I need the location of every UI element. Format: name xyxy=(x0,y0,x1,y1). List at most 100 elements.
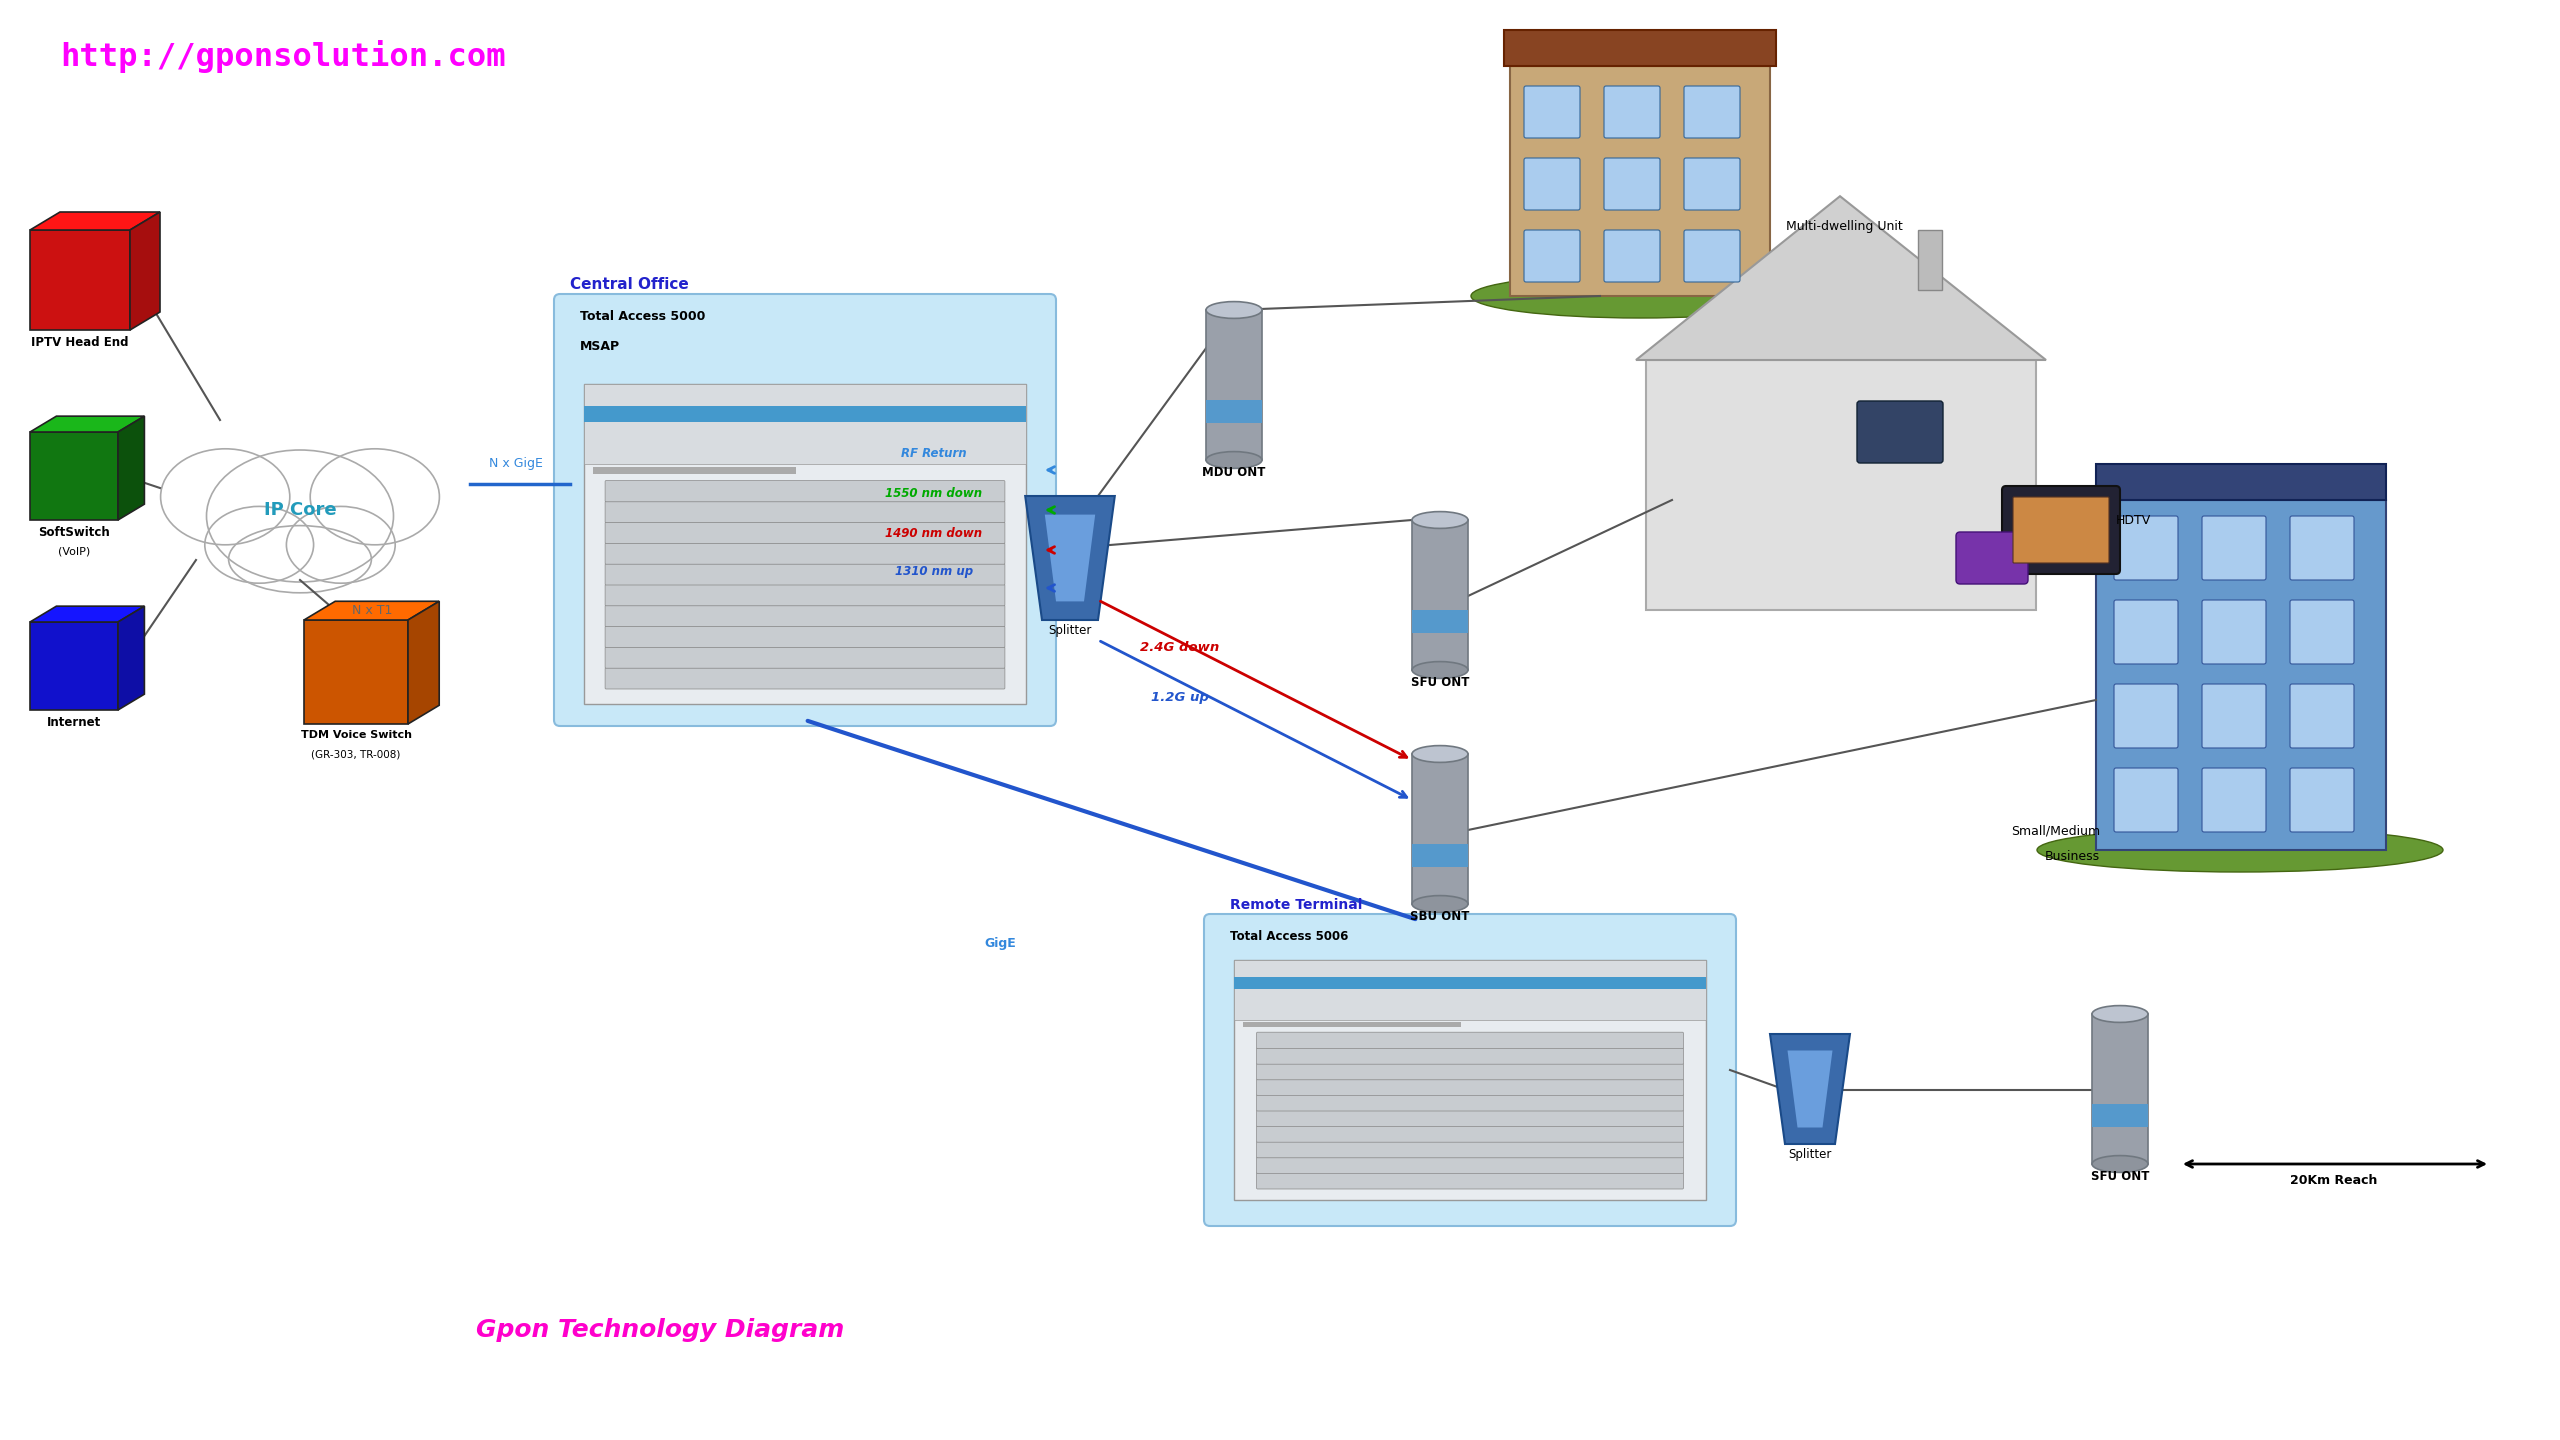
FancyBboxPatch shape xyxy=(1523,86,1580,138)
Text: HDTV: HDTV xyxy=(2117,514,2150,527)
Text: 2.4G down: 2.4G down xyxy=(1139,641,1219,654)
Polygon shape xyxy=(584,384,1027,704)
Polygon shape xyxy=(594,467,796,474)
Polygon shape xyxy=(118,606,143,710)
Text: Remote Terminal: Remote Terminal xyxy=(1229,899,1362,912)
FancyBboxPatch shape xyxy=(2115,600,2179,664)
FancyBboxPatch shape xyxy=(604,647,1006,668)
FancyBboxPatch shape xyxy=(1605,230,1659,282)
FancyBboxPatch shape xyxy=(2202,684,2266,747)
Text: Splitter: Splitter xyxy=(1789,1148,1833,1161)
Text: 1310 nm up: 1310 nm up xyxy=(896,564,973,577)
Text: Splitter: Splitter xyxy=(1047,624,1091,636)
FancyBboxPatch shape xyxy=(1523,230,1580,282)
Text: MSAP: MSAP xyxy=(581,340,620,353)
Polygon shape xyxy=(1234,960,1705,1020)
Text: SFU ONT: SFU ONT xyxy=(1411,675,1469,688)
FancyBboxPatch shape xyxy=(604,605,1006,626)
Text: MDU ONT: MDU ONT xyxy=(1203,467,1265,480)
FancyBboxPatch shape xyxy=(1257,1079,1684,1096)
Text: Internet: Internet xyxy=(46,716,102,729)
Text: Central Office: Central Office xyxy=(571,276,689,292)
Polygon shape xyxy=(31,622,118,710)
FancyBboxPatch shape xyxy=(2202,516,2266,580)
Text: RF Return: RF Return xyxy=(901,446,968,459)
FancyBboxPatch shape xyxy=(2115,684,2179,747)
Polygon shape xyxy=(1787,1051,1833,1128)
Polygon shape xyxy=(118,416,143,520)
Ellipse shape xyxy=(1413,896,1467,913)
Text: Multi-dwelling Unit: Multi-dwelling Unit xyxy=(1787,219,1902,232)
FancyBboxPatch shape xyxy=(1684,86,1741,138)
FancyBboxPatch shape xyxy=(604,585,1006,606)
Text: 20Km Reach: 20Km Reach xyxy=(2291,1174,2378,1187)
Polygon shape xyxy=(31,416,143,432)
Text: GigE: GigE xyxy=(983,937,1016,950)
FancyBboxPatch shape xyxy=(1203,914,1736,1225)
Polygon shape xyxy=(1510,66,1769,297)
Polygon shape xyxy=(1234,960,1705,1200)
Text: SFU ONT: SFU ONT xyxy=(2092,1169,2150,1184)
FancyBboxPatch shape xyxy=(1684,158,1741,210)
Text: http://gponsolution.com: http://gponsolution.com xyxy=(59,40,507,73)
Ellipse shape xyxy=(228,526,371,593)
FancyBboxPatch shape xyxy=(604,543,1006,564)
Polygon shape xyxy=(1413,520,1467,670)
Polygon shape xyxy=(1234,976,1705,989)
Ellipse shape xyxy=(287,507,394,583)
Polygon shape xyxy=(1917,230,1943,289)
FancyBboxPatch shape xyxy=(2002,487,2120,575)
Text: 1490 nm down: 1490 nm down xyxy=(886,527,983,540)
Text: IPTV Head End: IPTV Head End xyxy=(31,336,128,348)
FancyBboxPatch shape xyxy=(2291,600,2355,664)
Polygon shape xyxy=(1413,611,1467,632)
Text: N x GigE: N x GigE xyxy=(489,456,543,469)
Text: 1550 nm down: 1550 nm down xyxy=(886,487,983,500)
FancyBboxPatch shape xyxy=(604,481,1006,501)
Polygon shape xyxy=(584,406,1027,422)
Polygon shape xyxy=(1044,514,1096,602)
Polygon shape xyxy=(407,602,440,724)
Ellipse shape xyxy=(161,449,289,544)
FancyBboxPatch shape xyxy=(553,294,1055,726)
Text: (GR-303, TR-008): (GR-303, TR-008) xyxy=(312,749,402,759)
Polygon shape xyxy=(2092,1014,2148,1164)
Ellipse shape xyxy=(207,449,394,582)
Polygon shape xyxy=(1769,1034,1851,1143)
Text: Business: Business xyxy=(2045,850,2099,863)
Polygon shape xyxy=(305,621,407,724)
Polygon shape xyxy=(305,602,440,621)
Text: TDM Voice Switch: TDM Voice Switch xyxy=(300,730,412,740)
FancyBboxPatch shape xyxy=(1956,531,2028,585)
Text: N x T1: N x T1 xyxy=(351,603,392,616)
FancyBboxPatch shape xyxy=(604,668,1006,688)
Ellipse shape xyxy=(1413,511,1467,528)
FancyBboxPatch shape xyxy=(2202,768,2266,832)
Ellipse shape xyxy=(2092,1005,2148,1022)
Polygon shape xyxy=(31,606,143,622)
FancyBboxPatch shape xyxy=(604,564,1006,585)
FancyBboxPatch shape xyxy=(604,523,1006,543)
Ellipse shape xyxy=(1206,452,1262,468)
Ellipse shape xyxy=(1206,301,1262,318)
Polygon shape xyxy=(1646,360,2035,611)
Polygon shape xyxy=(2097,464,2386,500)
Polygon shape xyxy=(1244,1022,1462,1027)
Text: (VoIP): (VoIP) xyxy=(59,546,90,556)
FancyBboxPatch shape xyxy=(1257,1032,1684,1048)
FancyBboxPatch shape xyxy=(2291,516,2355,580)
FancyBboxPatch shape xyxy=(2115,516,2179,580)
Ellipse shape xyxy=(205,507,315,583)
FancyBboxPatch shape xyxy=(1257,1172,1684,1189)
FancyBboxPatch shape xyxy=(1257,1156,1684,1174)
Polygon shape xyxy=(1413,755,1467,904)
FancyBboxPatch shape xyxy=(2115,768,2179,832)
Text: IP Core: IP Core xyxy=(264,501,335,518)
Ellipse shape xyxy=(2038,828,2442,873)
FancyBboxPatch shape xyxy=(1257,1110,1684,1126)
Text: Gpon Technology Diagram: Gpon Technology Diagram xyxy=(476,1318,845,1342)
Polygon shape xyxy=(1206,400,1262,422)
Text: SoftSwitch: SoftSwitch xyxy=(38,526,110,539)
Polygon shape xyxy=(2097,500,2386,850)
Polygon shape xyxy=(2092,1104,2148,1126)
